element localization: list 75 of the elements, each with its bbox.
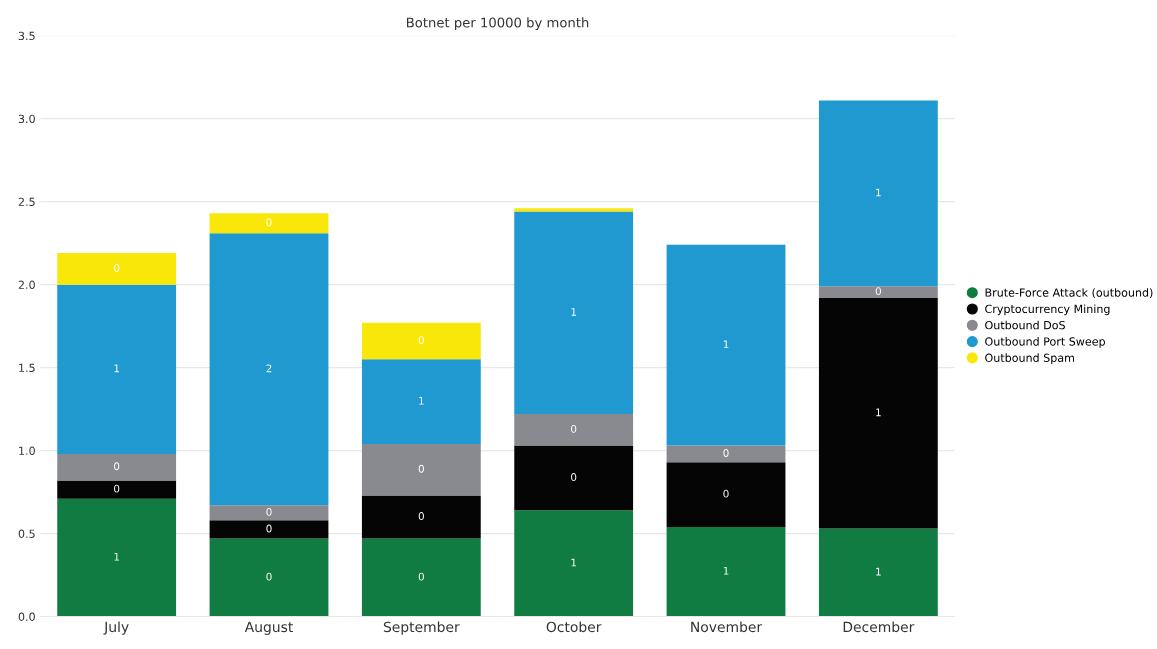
bar: [361, 359, 481, 444]
x-tick-label: July: [103, 621, 129, 635]
data-label: 1: [571, 308, 577, 316]
data-label: 0: [114, 484, 120, 493]
legend-label: Outbound Spam: [985, 353, 1074, 365]
data-label: 1: [723, 567, 729, 575]
bar: [361, 495, 481, 539]
bar: [514, 445, 634, 511]
data-label: 0: [266, 524, 272, 533]
x-tick-label: November: [691, 621, 763, 633]
bar: [666, 244, 786, 446]
bar: [514, 414, 634, 446]
bar: [57, 453, 177, 481]
x-tick-label: December: [843, 621, 915, 633]
bar: [514, 510, 634, 617]
bar: [57, 480, 177, 499]
bar: [666, 526, 786, 617]
x-tick-label: August: [244, 621, 293, 635]
bar: [818, 286, 938, 298]
data-label: 0: [418, 512, 424, 520]
data-label: 0: [875, 287, 881, 296]
y-tick-label: 2.5: [18, 197, 35, 207]
bar: [514, 208, 634, 212]
bar: [818, 100, 938, 287]
bar: [514, 211, 634, 415]
data-label: 0: [266, 572, 272, 581]
data-label: 0: [571, 424, 577, 433]
bar: [361, 538, 481, 617]
y-tick-label: 3.5: [18, 31, 35, 41]
data-label: 0: [723, 489, 729, 498]
data-label: 2: [266, 364, 272, 373]
bar: [666, 462, 786, 527]
bar: [666, 445, 786, 463]
x-tick-label: September: [383, 621, 460, 635]
y-tick-label: 0.5: [18, 529, 35, 538]
legend-label: Cryptocurrency Mining: [985, 304, 1110, 316]
bar: [57, 284, 177, 454]
data-label: 1: [876, 408, 881, 417]
bar: [209, 213, 329, 234]
y-tick-label: 3.0: [18, 114, 35, 124]
data-label: 1: [876, 567, 881, 576]
data-label: 0: [571, 473, 577, 481]
data-label: 1: [571, 558, 577, 567]
y-tick-label: 1.0: [19, 446, 35, 455]
data-label: 0: [418, 572, 424, 581]
bar: [209, 505, 329, 521]
bar: [361, 443, 481, 496]
bar: [818, 528, 938, 617]
data-label: 0: [114, 264, 120, 272]
bar: [209, 520, 329, 539]
x-tick-label: October: [546, 621, 602, 633]
bar: [57, 498, 177, 617]
data-label: 0: [114, 462, 120, 471]
bar: [57, 253, 177, 285]
bar: [818, 297, 938, 529]
legend-label: Outbound Port Sweep: [985, 337, 1105, 348]
y-tick-label: 2.0: [18, 280, 35, 290]
legend-label: Brute-Force Attack (outbound): [985, 288, 1153, 299]
y-tick-label: 1.5: [19, 363, 35, 372]
data-label: 0: [723, 449, 729, 457]
data-label: 0: [418, 336, 424, 345]
bar: [209, 538, 329, 617]
data-label: 0: [266, 218, 272, 227]
data-label: 1: [114, 364, 120, 373]
bar: [361, 322, 481, 360]
data-label: 1: [723, 340, 729, 349]
chart-title: Botnet per 10000 by month: [406, 17, 589, 31]
bar: [209, 233, 329, 506]
data-label: 1: [114, 552, 120, 561]
data-label: 1: [876, 188, 881, 197]
data-label: 0: [418, 464, 424, 473]
y-tick-label: 0.0: [18, 612, 35, 621]
legend-label: Outbound DoS: [985, 320, 1065, 330]
data-label: 1: [419, 396, 424, 405]
data-label: 0: [266, 507, 272, 516]
